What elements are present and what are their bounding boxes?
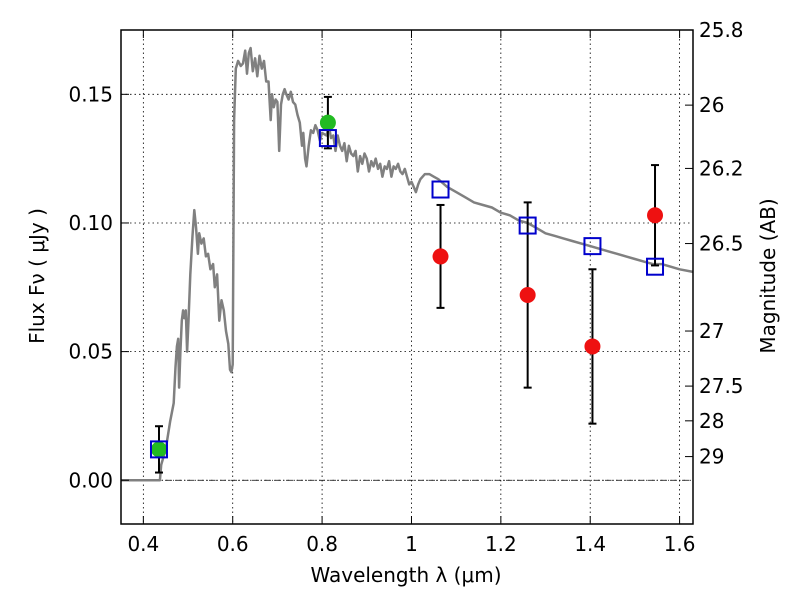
right-tick-labels: 25.8 26 26.2 26.5 27 27.5 28 29 — [699, 18, 744, 469]
right-tick-label: 26 — [699, 93, 724, 117]
y-tick-label: 0.15 — [68, 82, 113, 106]
y-tick-label: 0.05 — [68, 340, 113, 364]
photometry-point — [519, 287, 536, 304]
x-tick-labels: 0.4 0.6 0.8 1 1.2 1.4 1.6 — [127, 532, 695, 556]
y-tick-labels: 0.00 0.05 0.10 0.15 — [68, 82, 113, 492]
right-tick-label: 26.5 — [699, 232, 744, 256]
x-tick-label: 1 — [405, 532, 418, 556]
data-markers — [149, 114, 665, 459]
y-axis-title: Flux Fν ( μJy ) — [25, 208, 49, 344]
photometry-point — [584, 338, 601, 355]
y-tick-label: 0.00 — [68, 468, 113, 492]
model-spectrum-line — [121, 46, 694, 482]
x-tick-label: 1.6 — [664, 532, 696, 556]
x-tick-label: 0.4 — [127, 532, 159, 556]
model-flux-square — [583, 237, 602, 256]
model-flux-square — [149, 440, 168, 459]
right-tick-label: 27 — [699, 319, 724, 343]
x-axis-title: Wavelength λ (μm) — [310, 563, 501, 587]
right-tick-label: 26.2 — [699, 156, 744, 180]
plot-border — [120, 29, 694, 525]
model-flux-square — [318, 129, 337, 148]
right-tick-label: 29 — [699, 445, 724, 469]
error-bars — [154, 95, 660, 474]
plot-frame — [120, 29, 694, 525]
right-tick-label: 25.8 — [699, 18, 744, 42]
grid — [121, 30, 693, 524]
photometry-point — [150, 441, 167, 458]
right-axis-title: Magnitude (AB) — [756, 198, 780, 353]
x-tick-label: 0.8 — [306, 532, 338, 556]
y-tick-label: 0.10 — [68, 211, 113, 235]
right-tick-label: 27.5 — [699, 374, 744, 398]
x-tick-label: 0.6 — [217, 532, 249, 556]
x-tick-label: 1.4 — [574, 532, 606, 556]
right-tick-label: 28 — [699, 409, 724, 433]
photometry-point — [647, 207, 664, 224]
model-flux-square — [646, 257, 665, 276]
model-flux-square — [518, 216, 537, 235]
model-spectrum — [121, 46, 694, 482]
photometry-point — [319, 114, 336, 131]
model-flux-square — [431, 180, 450, 199]
x-tick-label: 1.2 — [485, 532, 517, 556]
photometry-point — [432, 248, 449, 265]
